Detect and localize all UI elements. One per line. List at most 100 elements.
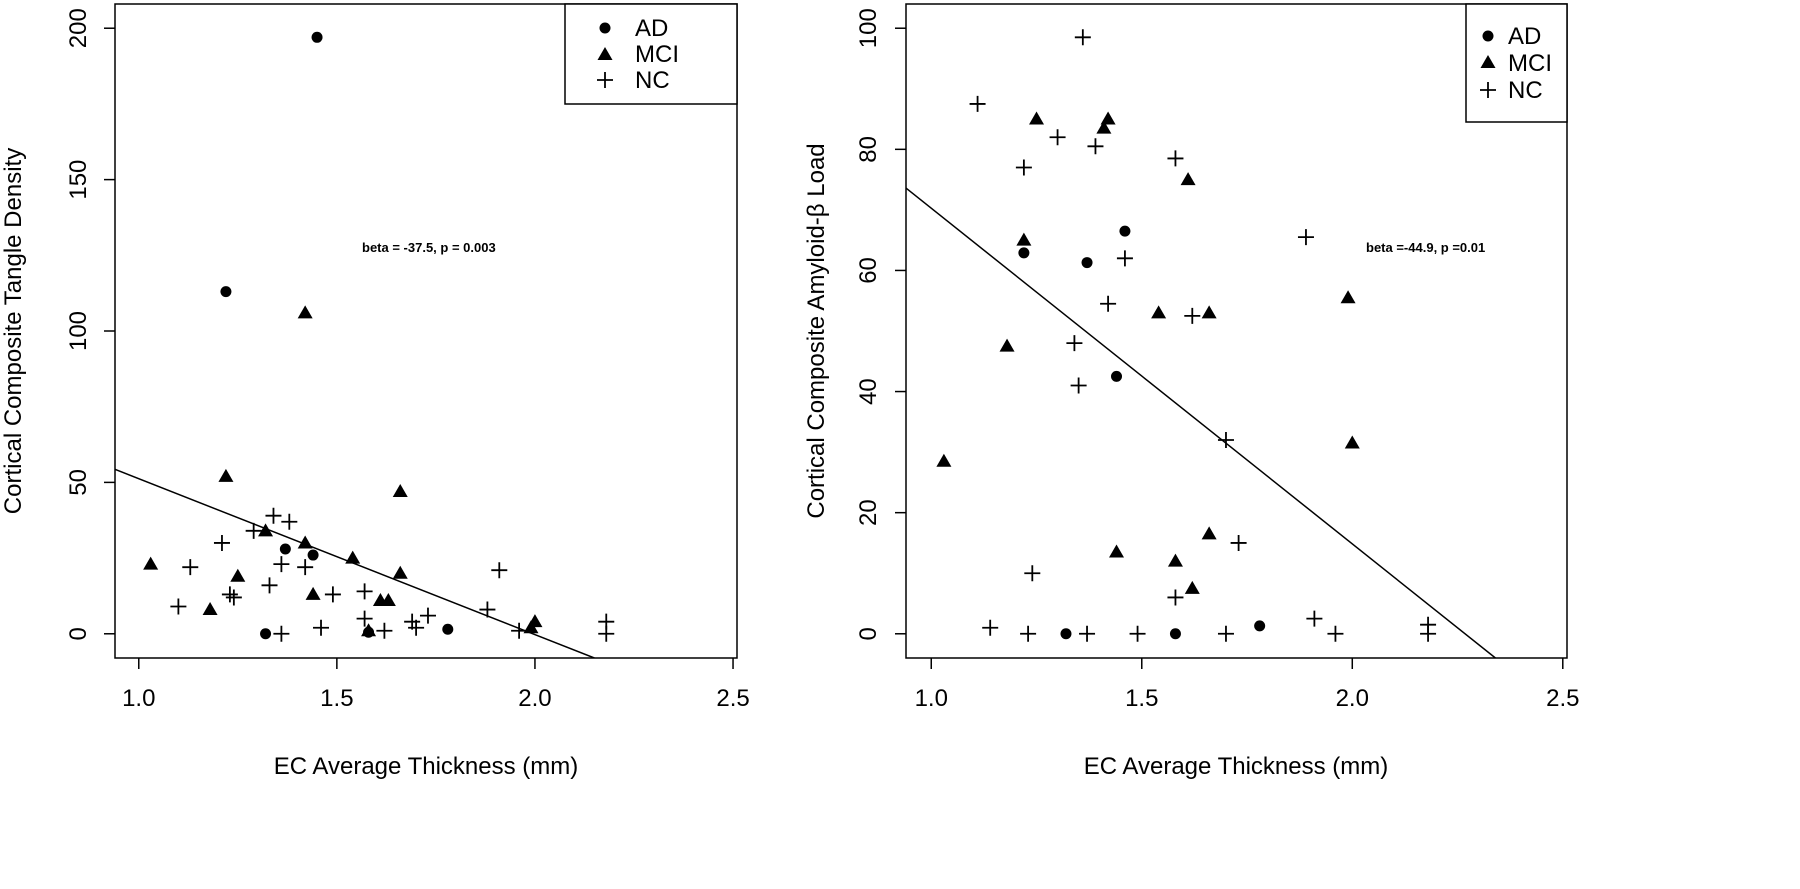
- mci-point: [1340, 290, 1356, 304]
- nc-point: [182, 559, 199, 576]
- mci-point: [218, 468, 234, 482]
- nc-point: [356, 610, 373, 627]
- mci-point: [297, 535, 313, 549]
- x-axis: 1.0 1.5 2.0 2.5: [915, 658, 1579, 712]
- y-axis-title: Cortical Composite Tangle Density: [0, 148, 27, 514]
- ad-point: [1169, 628, 1181, 640]
- legend-nc-marker: [597, 72, 613, 88]
- mci-point: [1180, 172, 1196, 186]
- legend-ad-marker: [1482, 30, 1494, 42]
- mci-point: [1016, 232, 1032, 246]
- mci-point: [258, 523, 274, 537]
- nc-point: [1074, 29, 1091, 46]
- beta-annotation: beta = -37.5, p = 0.003: [362, 240, 496, 255]
- y-axis-title: Cortical Composite Amyloid-β Load: [803, 143, 830, 518]
- y-axis: 0 50 100 150 200: [65, 8, 115, 640]
- nc-point: [1079, 625, 1096, 642]
- x-tick-label: 2.5: [1546, 685, 1579, 712]
- mci-point: [1029, 111, 1045, 125]
- y-tick-label: 150: [65, 160, 92, 200]
- nc-point: [1116, 250, 1133, 267]
- x-tick-label: 1.5: [320, 685, 353, 712]
- ad-point: [1119, 225, 1131, 237]
- nc-point: [313, 619, 330, 636]
- nc-point: [1306, 610, 1323, 627]
- x-axis: 1.0 1.5 2.0 2.5: [122, 658, 750, 712]
- y-tick-label: 50: [65, 469, 92, 496]
- y-tick-label: 100: [855, 8, 882, 48]
- nc-point: [1129, 625, 1146, 642]
- nc-point: [408, 619, 425, 636]
- mci-point: [297, 305, 313, 319]
- nc-point: [1327, 625, 1344, 642]
- x-tick-label: 1.0: [915, 685, 948, 712]
- nc-point: [170, 598, 187, 615]
- nc-point: [491, 562, 508, 579]
- nc-point: [479, 601, 496, 618]
- nc-point: [324, 586, 341, 603]
- legend: AD MCI NC: [1465, 3, 1568, 123]
- ad-point: [307, 549, 319, 561]
- nc-point: [356, 583, 373, 600]
- nc-point: [1230, 534, 1247, 551]
- mci-point: [1344, 435, 1360, 449]
- nc-point: [225, 589, 242, 606]
- nc-point: [982, 619, 999, 636]
- nc-point: [969, 95, 986, 112]
- mci-point: [527, 614, 543, 628]
- x-tick-label: 2.0: [518, 685, 551, 712]
- mci-point: [1167, 553, 1183, 567]
- x-tick-label: 1.5: [1125, 685, 1158, 712]
- legend-ad-marker: [599, 22, 611, 34]
- mci-point: [1109, 544, 1125, 558]
- mci-point: [1096, 120, 1112, 134]
- mci-point: [305, 586, 321, 600]
- mci-point: [1184, 580, 1200, 594]
- x-axis-title: EC Average Thickness (mm): [1084, 753, 1389, 780]
- nc-point: [265, 507, 282, 524]
- mci-point: [1151, 305, 1167, 319]
- nc-point: [213, 534, 230, 551]
- mci-point: [361, 623, 377, 637]
- nc-point: [261, 577, 278, 594]
- mci-point: [1100, 111, 1116, 125]
- nc-point: [1167, 150, 1184, 167]
- data-points: [936, 29, 1437, 642]
- y-tick-label: 100: [65, 311, 92, 351]
- nc-point: [511, 622, 528, 639]
- data-points: [143, 31, 615, 642]
- nc-point: [1420, 616, 1437, 633]
- nc-point: [297, 559, 314, 576]
- legend-mci-label: MCI: [635, 41, 679, 68]
- ad-point: [1254, 620, 1266, 632]
- nc-point: [376, 622, 393, 639]
- nc-point: [419, 607, 436, 624]
- nc-point: [221, 586, 238, 603]
- nc-point: [1087, 138, 1104, 155]
- y-tick-label: 200: [65, 8, 92, 48]
- ad-point: [442, 623, 454, 635]
- x-tick-label: 2.0: [1336, 685, 1369, 712]
- x-tick-label: 1.0: [122, 685, 155, 712]
- nc-point: [1049, 129, 1066, 146]
- legend-nc-marker: [1480, 82, 1496, 98]
- mci-point: [1201, 305, 1217, 319]
- nc-point: [1184, 307, 1201, 324]
- mci-point: [392, 483, 408, 497]
- amyloid-load-panel: 1.0 1.5 2.0 2.5 0 20 40 60 80 100 AD MCI NC beta…: [803, 3, 1579, 780]
- nc-point: [1100, 295, 1117, 312]
- mci-point: [202, 602, 218, 616]
- nc-point: [598, 613, 615, 630]
- y-tick-label: 20: [855, 499, 882, 526]
- ad-point: [220, 286, 232, 298]
- legend-nc-label: NC: [1508, 77, 1543, 104]
- ad-point: [279, 543, 291, 555]
- legend-nc-label: NC: [635, 67, 670, 94]
- nc-point: [1167, 589, 1184, 606]
- nc-point: [1217, 432, 1234, 448]
- ad-point: [1018, 247, 1030, 259]
- tangle-density-panel: 1.0 1.5 2.0 2.5 0 50 100 150 200 AD MCI NC beta…: [0, 3, 750, 780]
- nc-point: [1024, 565, 1041, 582]
- nc-point: [273, 625, 290, 642]
- legend-mci-marker: [597, 47, 613, 60]
